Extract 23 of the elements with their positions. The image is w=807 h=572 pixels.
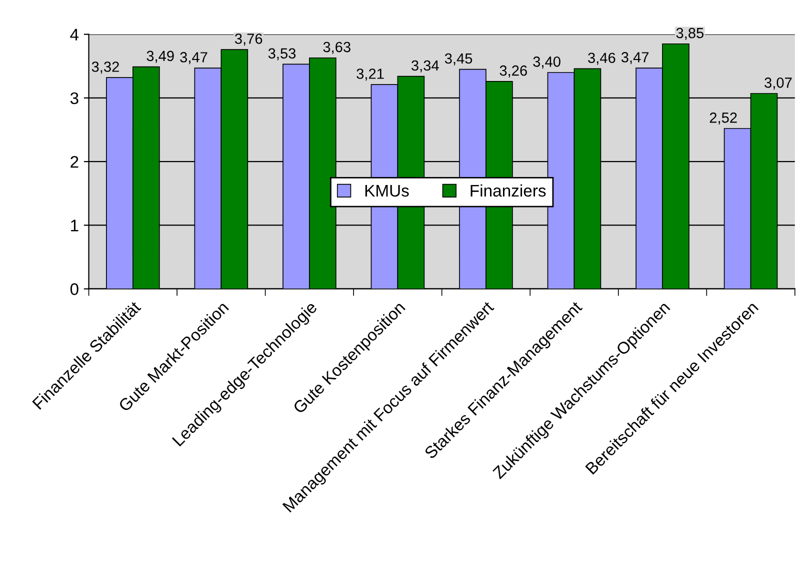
data-label: 3,47	[621, 52, 649, 64]
data-label: 3,63	[323, 42, 350, 54]
data-label: 3,26	[500, 65, 527, 78]
data-label: 2,52	[710, 112, 737, 125]
data-label: 3,07	[764, 78, 792, 90]
y-tick-label: 0	[70, 283, 78, 296]
data-label: 3,46	[588, 52, 616, 65]
data-label: 3,85	[676, 28, 704, 40]
data-label: 3,40	[533, 56, 560, 69]
data-label: 3,76	[234, 34, 262, 46]
data-label: 3,47	[180, 52, 208, 64]
y-tick-label: 2	[70, 156, 78, 168]
y-tick-label: 1	[71, 220, 78, 232]
data-label: 3,53	[268, 48, 296, 60]
data-label: 3,34	[411, 60, 439, 72]
data-label: 3,32	[92, 62, 119, 74]
legend-label: KMUs	[365, 185, 409, 197]
y-tick-label: 4	[70, 28, 79, 40]
data-label: 3,45	[444, 53, 472, 66]
data-label: 3,21	[356, 68, 384, 81]
data-label: 3,49	[146, 50, 174, 63]
y-tick-label: 3	[70, 92, 78, 104]
legend-label: Finanziers	[470, 184, 546, 197]
